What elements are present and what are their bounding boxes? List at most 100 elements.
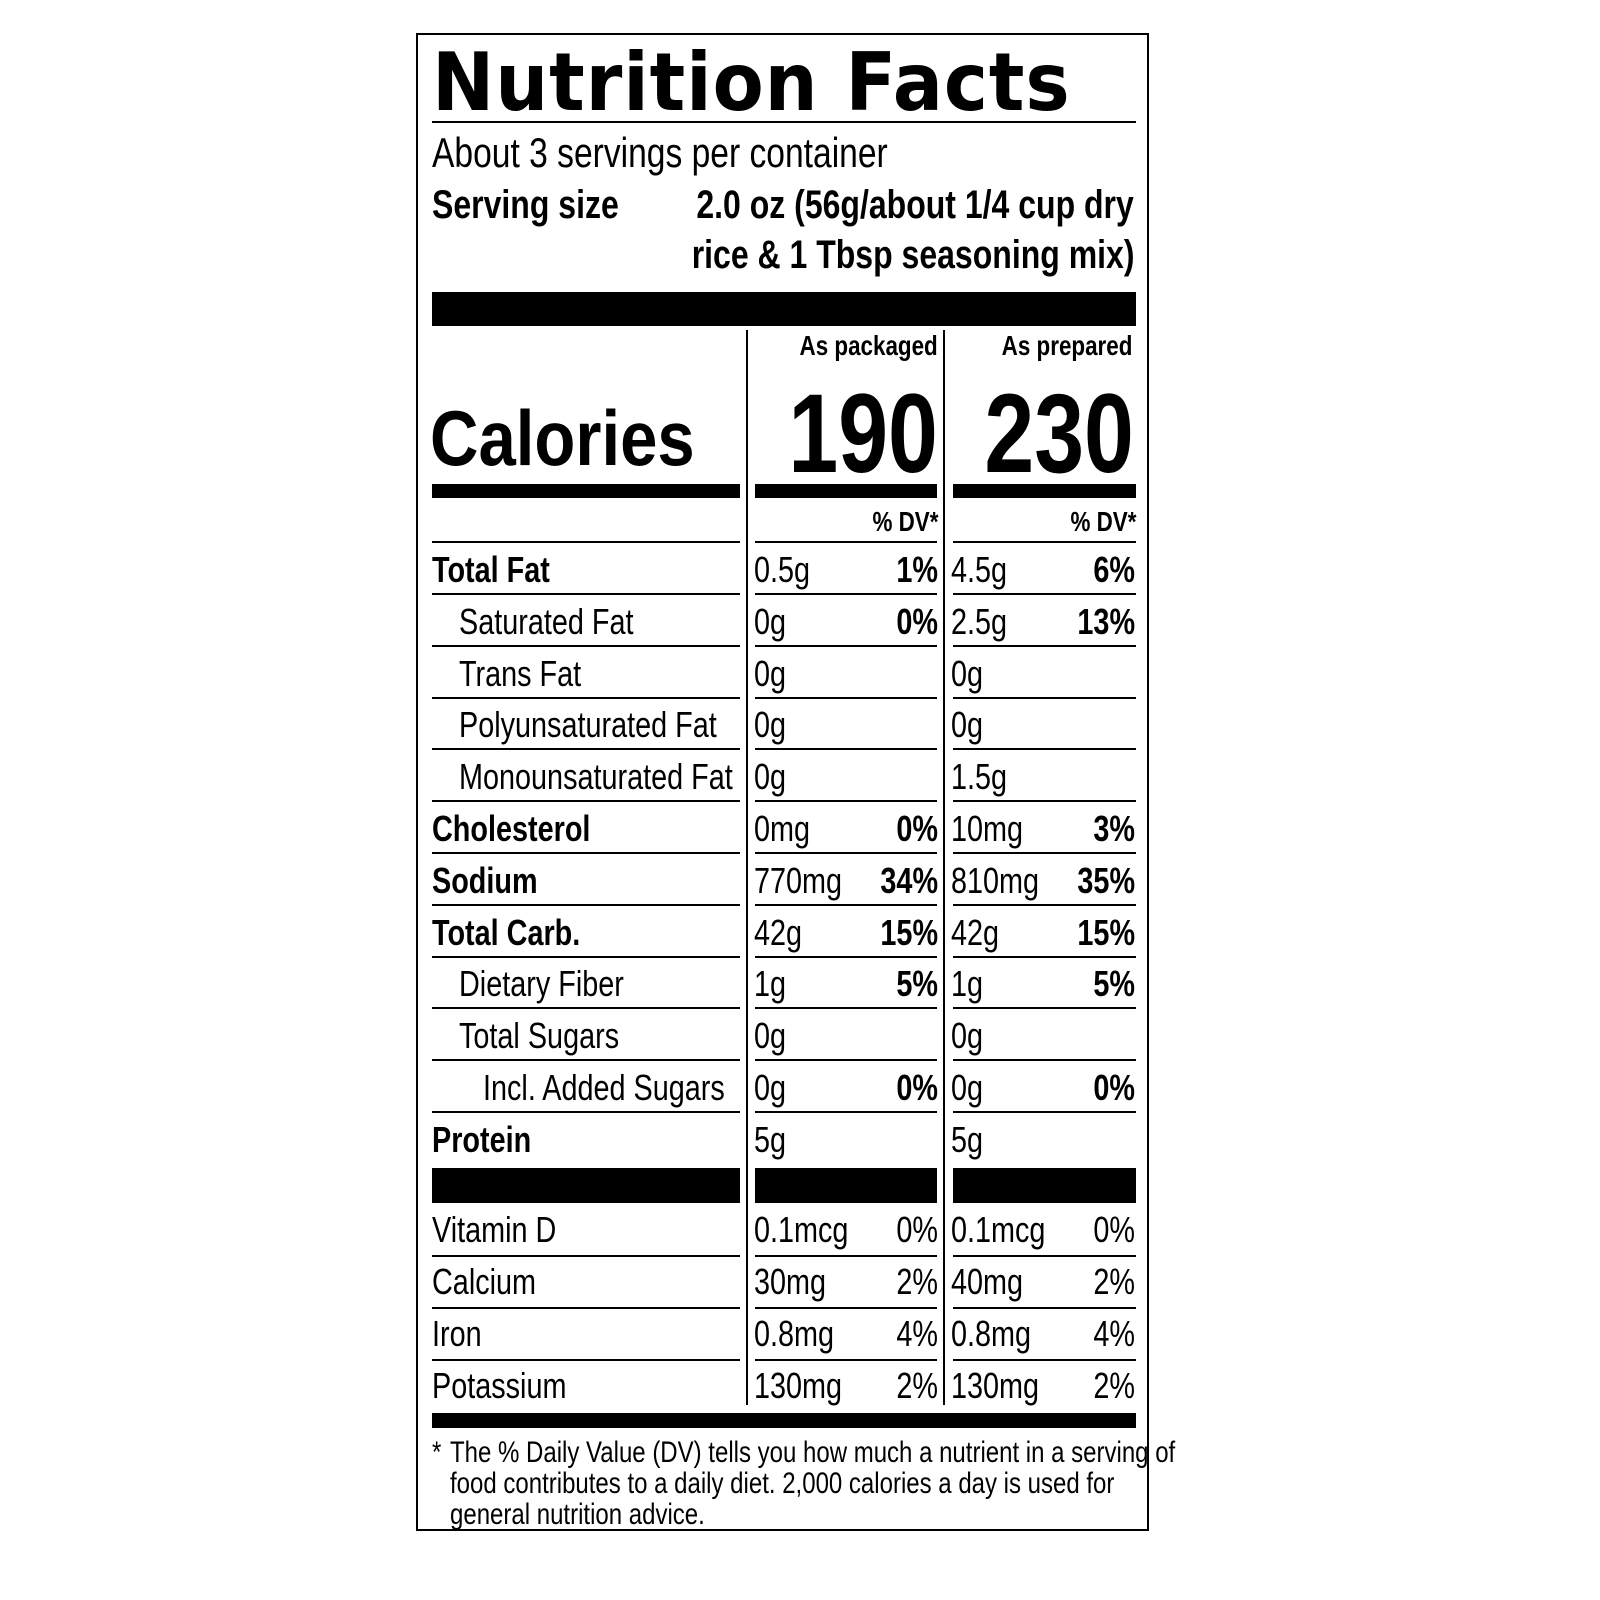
- column-header-prepared: As prepared: [1001, 330, 1132, 361]
- nutrition-facts-label: [416, 33, 1149, 1531]
- divider: [755, 1307, 937, 1309]
- amount-packaged: 0.5g: [754, 549, 811, 590]
- amount-prepared: 42g: [951, 911, 1000, 953]
- amount-packaged: 0.8mg: [754, 1313, 835, 1354]
- title: Nutrition Facts: [432, 36, 1071, 129]
- nutrient-name: Polyunsaturated Fat: [459, 704, 717, 746]
- nutrient-name: Monounsaturated Fat: [459, 756, 733, 798]
- amount-prepared: 0g: [951, 652, 984, 694]
- dv-prepared: 3%: [1093, 808, 1135, 849]
- amount-packaged: 0g: [754, 600, 787, 642]
- dv-prepared: 0%: [1093, 1067, 1135, 1108]
- amount-prepared: 10mg: [951, 808, 1024, 849]
- amount-prepared: 0g: [951, 1015, 984, 1057]
- divider: [755, 1059, 937, 1061]
- footnote-line: The % Daily Value (DV) tells you how muc…: [450, 1436, 1176, 1469]
- dv-prepared: 15%: [1077, 911, 1135, 953]
- dv-packaged: 2%: [896, 1365, 938, 1406]
- divider: [953, 1007, 1136, 1009]
- divider: [953, 697, 1136, 699]
- divider: [953, 748, 1136, 750]
- divider: [953, 1255, 1136, 1257]
- dv-prepared: 2%: [1093, 1365, 1135, 1406]
- dv-packaged: 15%: [880, 911, 938, 953]
- divider: [953, 1359, 1136, 1361]
- dv-prepared: 5%: [1093, 963, 1135, 1005]
- divider: [755, 645, 937, 647]
- divider: [755, 904, 937, 906]
- thick-divider: [432, 292, 1136, 326]
- divider: [755, 800, 937, 802]
- divider: [953, 1059, 1136, 1061]
- amount-packaged: 0.1mcg: [754, 1209, 849, 1250]
- thick-divider: [953, 484, 1136, 498]
- nutrient-name: Trans Fat: [459, 652, 582, 694]
- dv-packaged: 2%: [896, 1261, 938, 1302]
- serving-size-label: Serving size: [432, 183, 619, 227]
- divider: [755, 697, 937, 699]
- dv-prepared: 4%: [1093, 1313, 1135, 1354]
- amount-packaged: 0g: [754, 704, 787, 746]
- nutrient-name: Total Sugars: [459, 1015, 620, 1057]
- divider: [755, 593, 937, 595]
- divider: [432, 1307, 740, 1309]
- divider: [755, 1007, 937, 1009]
- nutrient-name: Saturated Fat: [459, 600, 634, 642]
- divider: [432, 593, 740, 595]
- nutrient-name: Vitamin D: [432, 1209, 557, 1250]
- divider: [432, 956, 740, 958]
- dv-packaged: 0%: [896, 1209, 938, 1250]
- divider: [755, 852, 937, 854]
- divider: [432, 645, 740, 647]
- amount-prepared: 40mg: [951, 1261, 1024, 1302]
- dv-packaged: 0%: [896, 1067, 938, 1108]
- amount-packaged: 0g: [754, 1015, 787, 1057]
- thick-divider: [432, 484, 740, 498]
- amount-prepared: 0g: [951, 1067, 984, 1108]
- dv-packaged: 0%: [896, 600, 938, 642]
- dv-prepared: 6%: [1093, 549, 1135, 590]
- divider: [953, 1307, 1136, 1309]
- thick-divider: [432, 1413, 1136, 1428]
- divider: [432, 1111, 740, 1113]
- nutrient-name: Incl. Added Sugars: [483, 1067, 725, 1108]
- amount-packaged: 5g: [754, 1118, 787, 1160]
- amount-prepared: 130mg: [951, 1365, 1040, 1406]
- divider: [755, 956, 937, 958]
- dv-packaged: 34%: [880, 859, 938, 901]
- nutrient-name: Iron: [432, 1313, 482, 1354]
- amount-prepared: 0.8mg: [951, 1313, 1032, 1354]
- dv-prepared: 2%: [1093, 1261, 1135, 1302]
- divider: [432, 748, 740, 750]
- servings-per-container: About 3 servings per container: [432, 129, 888, 176]
- dv-packaged: 0%: [896, 808, 938, 849]
- divider: [432, 904, 740, 906]
- amount-prepared: 0g: [951, 704, 984, 746]
- thick-divider: [755, 1168, 937, 1203]
- column-divider: [943, 330, 945, 1405]
- divider: [953, 904, 1136, 906]
- serving-size-value-2: rice & 1 Tbsp seasoning mix): [691, 233, 1134, 277]
- divider: [953, 645, 1136, 647]
- nutrient-name: Total Carb.: [432, 911, 581, 953]
- divider: [755, 541, 937, 543]
- amount-packaged: 42g: [754, 911, 803, 953]
- dv-packaged: 1%: [896, 549, 938, 590]
- divider: [953, 1111, 1136, 1113]
- divider: [755, 1255, 937, 1257]
- divider: [755, 748, 937, 750]
- amount-packaged: 0g: [754, 652, 787, 694]
- amount-prepared: 1g: [951, 963, 984, 1005]
- divider: [432, 852, 740, 854]
- dv-header-packaged: % DV*: [872, 506, 938, 537]
- calories-label: Calories: [430, 394, 695, 482]
- amount-prepared: 1.5g: [951, 756, 1008, 798]
- amount-prepared: 2.5g: [951, 600, 1008, 642]
- divider: [432, 541, 740, 543]
- serving-size-value: 2.0 oz (56g/about 1/4 cup dry: [696, 183, 1134, 227]
- nutrient-name: Potassium: [432, 1365, 567, 1406]
- nutrient-name: Calcium: [432, 1261, 537, 1302]
- divider: [755, 1359, 937, 1361]
- dv-packaged: 5%: [896, 963, 938, 1005]
- divider: [432, 800, 740, 802]
